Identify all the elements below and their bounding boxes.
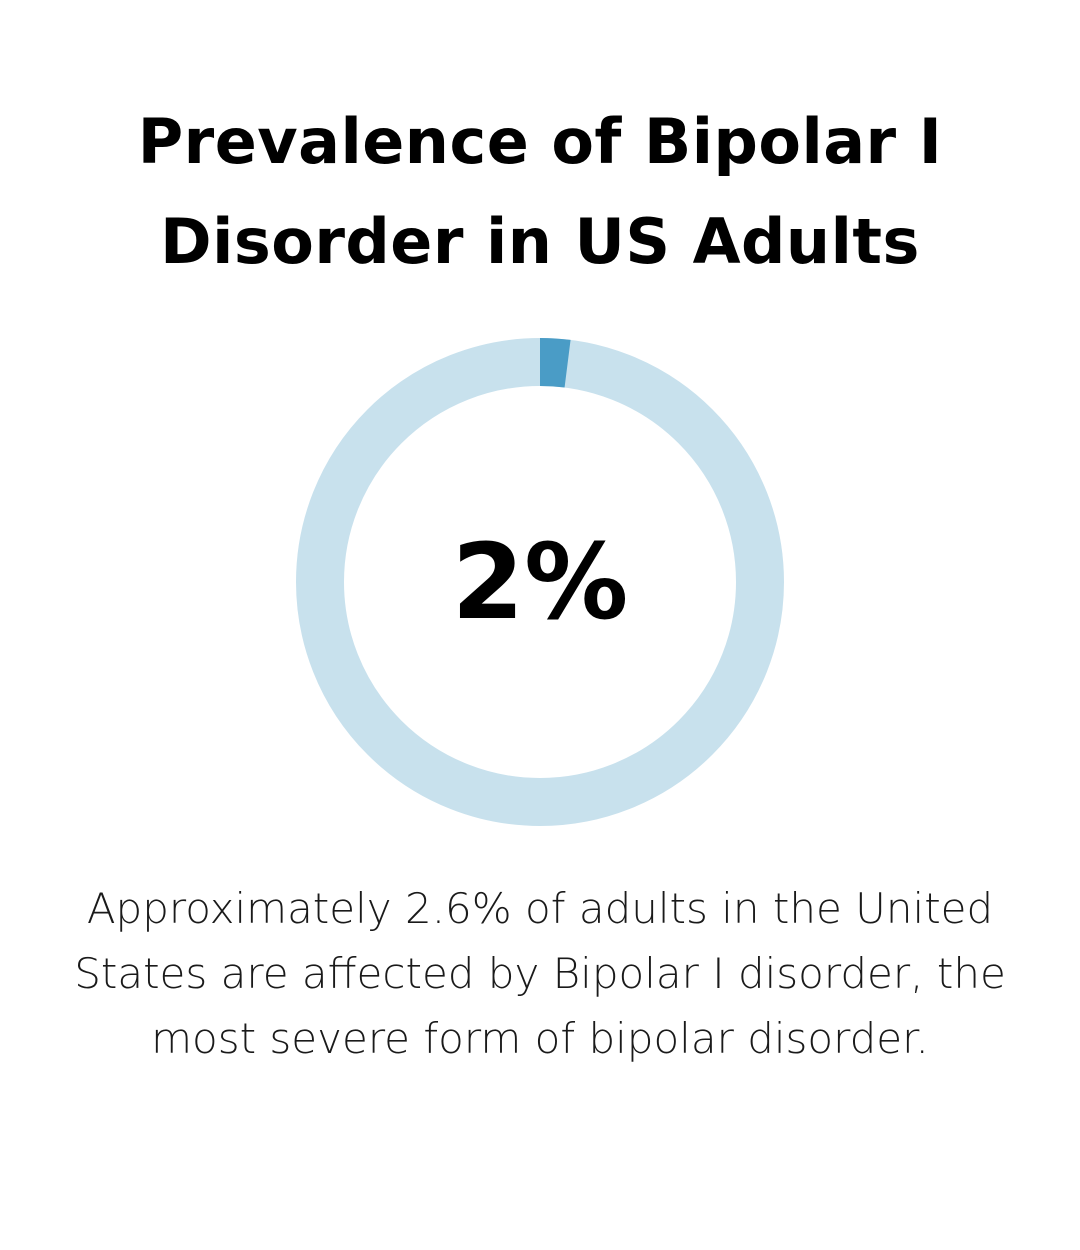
center-value: 2% — [452, 521, 629, 643]
chart-title: Prevalence of Bipolar I Disorder in US A… — [137, 105, 943, 278]
donut-chart: 2% — [290, 332, 790, 832]
chart-caption: Approximately 2.6% of adults in the Unit… — [74, 884, 1006, 1063]
donut-slice-highlight — [539, 338, 571, 388]
donut-svg: 2% — [296, 338, 784, 826]
